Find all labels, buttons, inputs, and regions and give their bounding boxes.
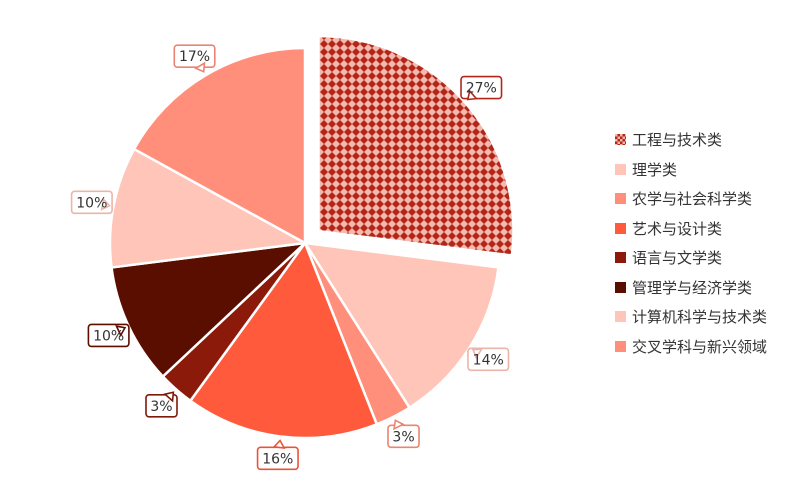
legend-item-6[interactable]: 管理学与经济学类 xyxy=(615,273,767,303)
slice-6-label-text: 10% xyxy=(93,328,124,344)
legend-swatch xyxy=(615,193,626,205)
legend-label: 计算机科学与技术类 xyxy=(632,308,768,327)
legend-label: 农学与社会科学类 xyxy=(632,190,753,209)
slice-3-label-text: 3% xyxy=(392,429,414,445)
slice-4[interactable] xyxy=(188,240,379,440)
slice-2[interactable] xyxy=(302,241,500,410)
legend-swatch xyxy=(615,252,626,264)
legend-label: 管理学与经济学类 xyxy=(632,278,753,297)
chart-legend: 工程与技术类 理学类农学与社会科学类 艺术与设计类 语言与文学类管理学与经济学类 计算机… xyxy=(615,125,767,361)
legend-item-1[interactable]: 工程与技术类 xyxy=(615,125,767,155)
legend-label: 艺术与设计类 xyxy=(632,219,723,238)
legend-item-2[interactable]: 理学类 xyxy=(615,155,767,185)
legend-item-3[interactable]: 农学与社会科学类 xyxy=(615,184,767,214)
slice-7-label: 10% xyxy=(70,190,113,215)
slice-7[interactable] xyxy=(108,147,309,269)
slice-6-label: 10% xyxy=(87,323,130,348)
slice-1-label-text: 27% xyxy=(466,81,497,97)
slice-8-label: 17% xyxy=(173,44,216,73)
slice-4-label-text: 16% xyxy=(262,451,293,467)
legend-item-7[interactable]: 计算机科学与技术类 xyxy=(615,302,767,332)
slice-5-label: 3% xyxy=(145,391,178,418)
slice-8[interactable] xyxy=(132,46,307,246)
slice-2-label: 14% xyxy=(467,347,510,372)
slice-5-label-text: 3% xyxy=(150,399,172,415)
legend-swatch xyxy=(615,222,626,234)
legend-item-5[interactable]: 语言与文学类 xyxy=(615,243,767,273)
slice-8-label-text: 17% xyxy=(179,49,210,65)
legend-item-8[interactable]: 交叉学科与新兴领域 xyxy=(615,332,767,362)
slice-2-label-text: 14% xyxy=(473,352,504,368)
slice-4-label: 16% xyxy=(256,439,299,471)
slice-3-label: 3% xyxy=(387,419,420,449)
legend-swatch xyxy=(615,163,626,175)
legend-label: 工程与技术类 xyxy=(632,131,723,150)
legend-label: 交叉学科与新兴领域 xyxy=(632,337,768,356)
slice-1[interactable] xyxy=(317,34,515,257)
legend-label: 语言与文学类 xyxy=(632,249,723,268)
legend-item-4[interactable]: 艺术与设计类 xyxy=(615,214,767,244)
legend-swatch xyxy=(615,340,626,352)
slice-7-label-text: 10% xyxy=(76,195,107,211)
legend-label: 理学类 xyxy=(632,160,678,179)
legend-swatch xyxy=(615,311,626,323)
legend-swatch xyxy=(615,281,626,293)
legend-swatch xyxy=(615,134,626,146)
slice-1-label: 27% xyxy=(460,75,503,101)
